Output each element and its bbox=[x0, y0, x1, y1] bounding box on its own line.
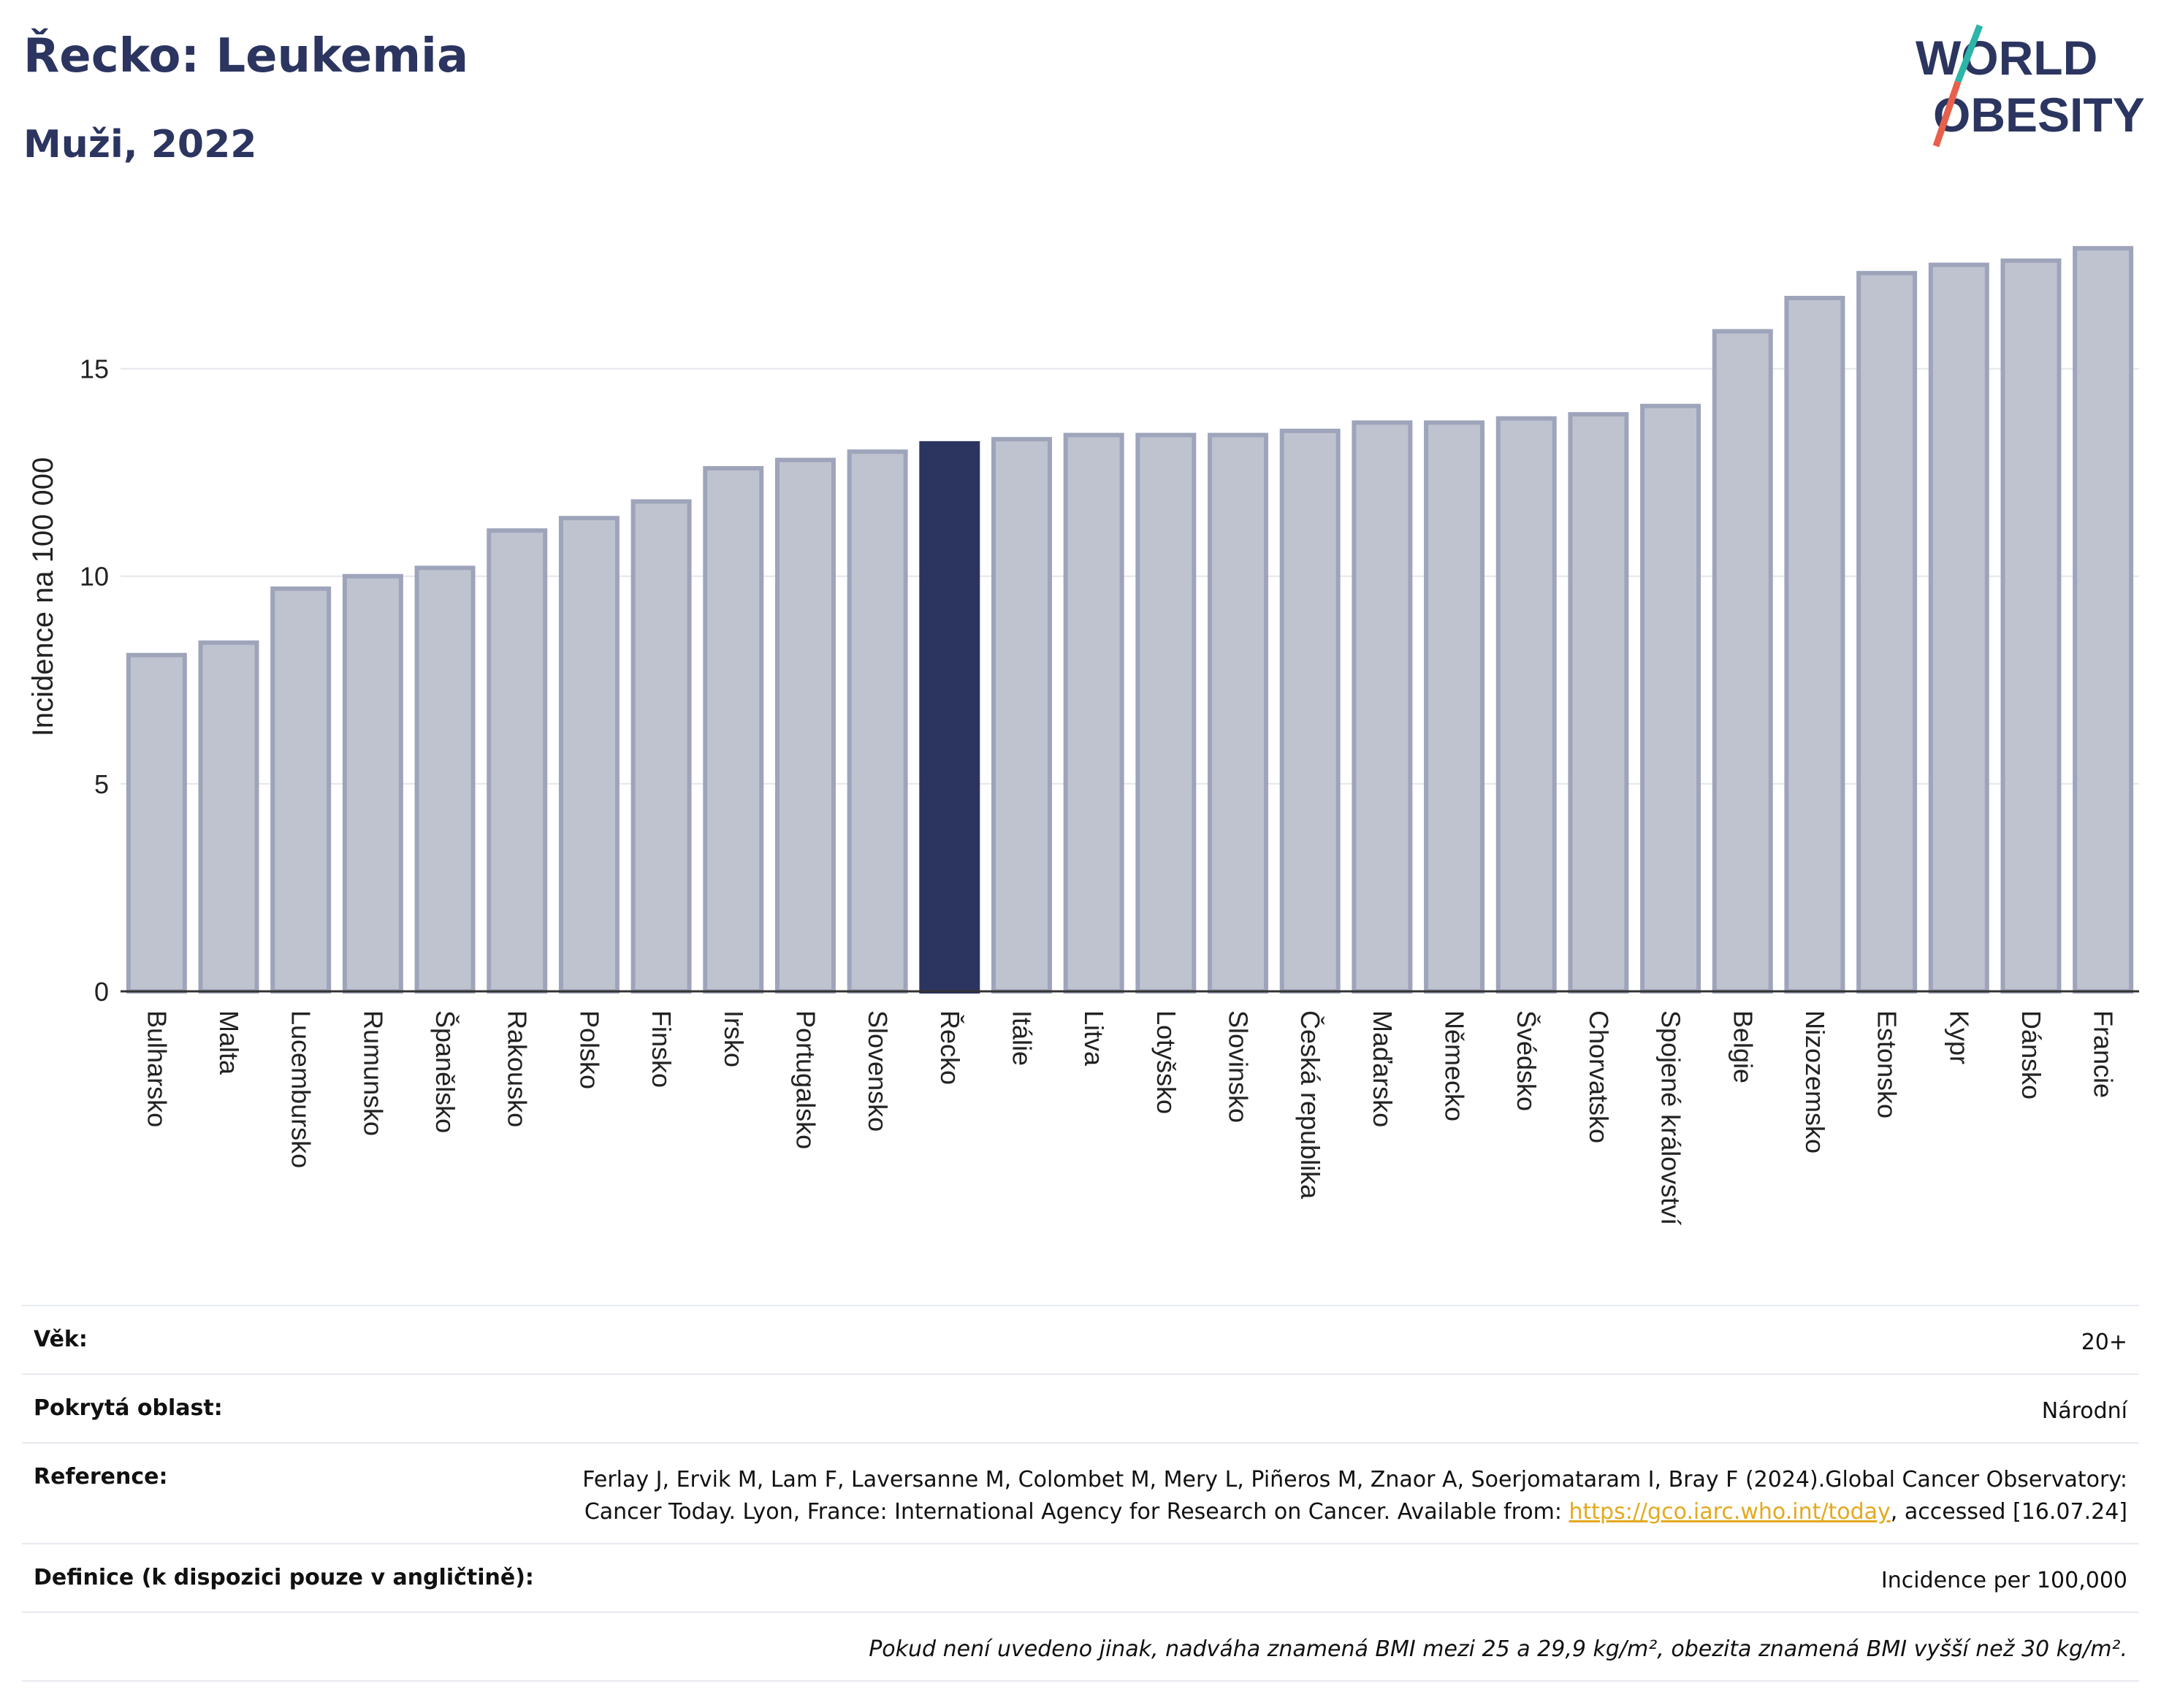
reference-value: Ferlay J, Ervik M, Lam F, Laversanne M, … bbox=[557, 1464, 2127, 1528]
age-row: Věk: 20+ bbox=[22, 1305, 2139, 1373]
x-tick-label: Řecko bbox=[935, 1010, 965, 1085]
bar-Maďarsko bbox=[1352, 420, 1413, 994]
reference-label: Reference: bbox=[34, 1464, 168, 1490]
x-tick-label: Slovensko bbox=[863, 1010, 893, 1132]
bars bbox=[126, 245, 2134, 994]
bar-Švédsko bbox=[1495, 416, 1557, 994]
y-tick-label: 5 bbox=[94, 769, 109, 799]
x-tick-label: Maďarsko bbox=[1368, 1010, 1398, 1127]
x-tick-label: Kypr bbox=[1944, 1010, 1974, 1064]
x-tick-label: Finsko bbox=[647, 1010, 676, 1088]
bar-Francie bbox=[2073, 245, 2134, 994]
chart-subtitle: Muži, 2022 bbox=[23, 123, 257, 167]
x-tick-label: Irsko bbox=[719, 1010, 749, 1067]
area-value: Národní bbox=[2041, 1398, 2127, 1424]
bar-Spojené království bbox=[1640, 403, 1701, 994]
x-tick-label: Polsko bbox=[574, 1010, 604, 1089]
bar-Německo bbox=[1424, 420, 1485, 994]
reference-text: Ferlay J, Ervik M, Lam F, Laversanne M, … bbox=[582, 1467, 2127, 1525]
bar-Itálie bbox=[991, 437, 1052, 994]
bar-Polsko bbox=[558, 516, 620, 994]
bar-Malta bbox=[198, 640, 259, 994]
bar-Rumunsko bbox=[342, 573, 403, 994]
reference-link[interactable]: https://gco.iarc.who.int/today bbox=[1569, 1499, 1891, 1525]
x-tick-label: Rumunsko bbox=[358, 1010, 388, 1136]
definition-label: Definice (k dispozici pouze v angličtině… bbox=[34, 1565, 534, 1590]
bar-Nizozemsko bbox=[1784, 295, 1845, 994]
bar-Lotyšsko bbox=[1135, 432, 1197, 994]
x-tick-label: Lotyšsko bbox=[1151, 1010, 1181, 1114]
y-tick-labels: 0 5 10 15 bbox=[80, 354, 109, 1007]
bar-Česká republika bbox=[1279, 428, 1341, 994]
x-tick-label: Lucembursko bbox=[286, 1010, 316, 1168]
x-tick-label: Česká republika bbox=[1295, 1010, 1325, 1200]
world-obesity-logo: WORLD OBESITY bbox=[1916, 24, 2145, 148]
logo-line1: WORLD bbox=[1916, 31, 2097, 85]
x-tick-label: Malta bbox=[214, 1010, 244, 1075]
x-tick-label: Chorvatsko bbox=[1584, 1010, 1614, 1143]
bar-Rakousko bbox=[487, 528, 548, 994]
definition-value: Incidence per 100,000 bbox=[1880, 1568, 2127, 1593]
x-tick-label: Spojené království bbox=[1656, 1010, 1686, 1225]
chart-title: Řecko: Leukemia bbox=[23, 29, 469, 83]
bar-Bulharsko bbox=[126, 652, 187, 994]
x-tick-label: Belgie bbox=[1728, 1010, 1758, 1083]
age-value: 20+ bbox=[2081, 1330, 2127, 1355]
y-tick-label: 10 bbox=[80, 562, 109, 592]
bar-Slovinsko bbox=[1208, 432, 1269, 994]
bar-Španělsko bbox=[414, 565, 476, 994]
area-row: Pokrytá oblast: Národní bbox=[22, 1373, 2139, 1442]
bar-Estonsko bbox=[1856, 270, 1918, 994]
x-tick-label: Rakousko bbox=[503, 1010, 533, 1127]
bar-Portugalsko bbox=[774, 457, 836, 994]
x-tick-label: Nizozemsko bbox=[1800, 1010, 1830, 1154]
definition-row: Definice (k dispozici pouze v angličtině… bbox=[22, 1543, 2139, 1612]
logo-line2: OBESITY bbox=[1933, 88, 2145, 142]
bar-Dánsko bbox=[2000, 258, 2062, 994]
x-tick-label: Portugalsko bbox=[790, 1010, 820, 1149]
area-label: Pokrytá oblast: bbox=[34, 1395, 223, 1421]
x-tick-label: Estonsko bbox=[1872, 1010, 1902, 1118]
x-tick-label: Německo bbox=[1440, 1010, 1470, 1121]
x-tick-label: Španělsko bbox=[430, 1010, 460, 1133]
x-tick-labels: Bulharsko Malta Lucembursko Rumunsko Španěls… bbox=[142, 1010, 2118, 1225]
x-tick-label: Bulharsko bbox=[142, 1010, 172, 1127]
bar-Irsko bbox=[703, 465, 764, 994]
bar-Lucembursko bbox=[270, 586, 332, 994]
bar-Kypr bbox=[1928, 262, 1989, 994]
x-tick-label: Francie bbox=[2089, 1010, 2119, 1098]
bar-Belgie bbox=[1712, 329, 1773, 994]
x-tick-label: Itálie bbox=[1007, 1010, 1037, 1066]
y-tick-label: 0 bbox=[94, 977, 109, 1007]
bar-Chorvatsko bbox=[1568, 412, 1629, 994]
bar-Litva bbox=[1063, 432, 1124, 994]
metadata-table: Věk: 20+ Pokrytá oblast: Národní Referen… bbox=[22, 1305, 2139, 1682]
x-tick-label: Litva bbox=[1079, 1010, 1109, 1067]
x-tick-label: Slovinsko bbox=[1224, 1010, 1254, 1123]
bar-chart: 0 5 10 15 Bulharsko Malta Lucembursko Rumunsko… bbox=[27, 245, 2139, 1225]
reference-accessed: , accessed [16.07.24] bbox=[1890, 1499, 2127, 1525]
y-tick-label: 15 bbox=[80, 354, 109, 384]
note-row: Pokud není uvedeno jinak, nadváha znamen… bbox=[22, 1612, 2139, 1682]
reference-row: Reference: Ferlay J, Ervik M, Lam F, Lav… bbox=[22, 1442, 2139, 1543]
logo-accent-teal bbox=[1954, 24, 1983, 83]
bar-Řecko bbox=[919, 441, 980, 994]
logo-accent-red bbox=[1932, 80, 1962, 148]
bar-Slovensko bbox=[847, 449, 908, 994]
bar-Finsko bbox=[630, 499, 692, 994]
y-axis-label: Incidence na 100 000 bbox=[27, 457, 59, 737]
x-tick-label: Švédsko bbox=[1512, 1010, 1541, 1111]
x-tick-label: Dánsko bbox=[2016, 1010, 2046, 1099]
age-label: Věk: bbox=[34, 1327, 88, 1352]
bmi-note: Pokud není uvedeno jinak, nadváha znamen… bbox=[869, 1636, 2127, 1662]
